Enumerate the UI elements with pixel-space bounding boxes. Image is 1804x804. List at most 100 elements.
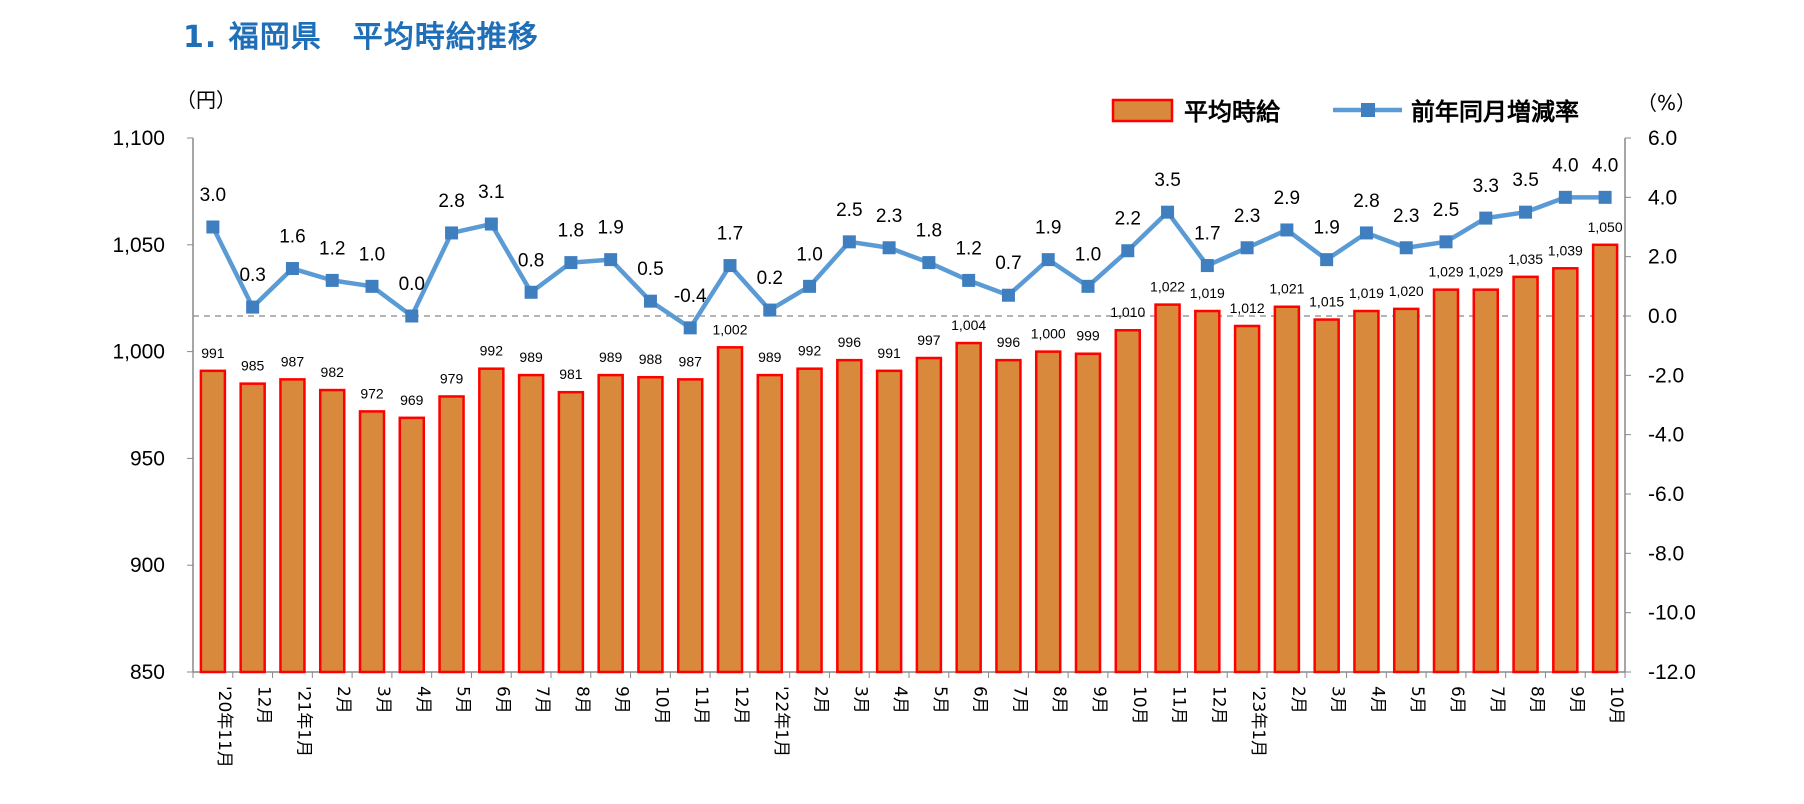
rate-point bbox=[1399, 241, 1413, 255]
rate-point bbox=[1041, 253, 1055, 267]
rate-value-label: 4.0 bbox=[1552, 155, 1578, 176]
right-tick-label: -2.0 bbox=[1648, 364, 1684, 387]
bar-value-label: 981 bbox=[559, 366, 583, 382]
category-label: 3月 bbox=[373, 686, 393, 714]
bar bbox=[1552, 267, 1579, 674]
category-label: '22年1月 bbox=[771, 686, 791, 757]
bar bbox=[1154, 303, 1181, 674]
category-label: 6月 bbox=[970, 686, 990, 714]
rate-series-line bbox=[210, 195, 1606, 331]
bar-value-label: 989 bbox=[758, 349, 782, 365]
bar bbox=[836, 358, 863, 674]
page-title: 1. 福岡県 平均時給推移 bbox=[183, 20, 539, 55]
rate-point bbox=[206, 220, 220, 234]
bar-value-label: 996 bbox=[838, 334, 862, 350]
bar-value-label: 988 bbox=[639, 351, 663, 367]
rate-value-label: 3.3 bbox=[1473, 176, 1499, 197]
rate-point bbox=[723, 259, 737, 273]
bar-value-label: 987 bbox=[679, 353, 703, 369]
legend-bar-swatch bbox=[1111, 98, 1174, 123]
bar bbox=[239, 382, 266, 674]
rate-value-label: 0.3 bbox=[239, 265, 265, 286]
category-label: 4月 bbox=[890, 686, 910, 714]
bar bbox=[1233, 324, 1261, 674]
bar-value-label: 991 bbox=[201, 345, 225, 361]
bar bbox=[676, 378, 704, 674]
category-label: 7月 bbox=[532, 686, 552, 714]
bar-value-label: 1,015 bbox=[1309, 294, 1344, 310]
bar bbox=[438, 395, 465, 674]
rate-point bbox=[365, 279, 379, 293]
rate-point bbox=[1479, 211, 1493, 225]
rate-point bbox=[604, 253, 618, 267]
bar bbox=[557, 390, 585, 674]
category-label: 3月 bbox=[1328, 686, 1348, 714]
category-label: 3月 bbox=[850, 686, 870, 714]
rate-value-label: 1.8 bbox=[558, 221, 584, 242]
left-tick-label: 1,100 bbox=[112, 127, 165, 150]
labels-layer: 991 985 987 982 972 969 979 992 989 981 989 988 987 1… bbox=[200, 155, 1623, 407]
category-label: 10月 bbox=[1606, 686, 1626, 725]
bar bbox=[279, 378, 306, 674]
rate-point bbox=[325, 273, 339, 287]
bar bbox=[1074, 352, 1102, 674]
category-label: 7月 bbox=[1487, 686, 1507, 714]
bar-value-label: 1,004 bbox=[951, 317, 986, 333]
bar bbox=[358, 410, 386, 674]
bar-value-label: 982 bbox=[321, 364, 345, 380]
bar-value-label: 1,000 bbox=[1031, 326, 1066, 342]
rate-value-label: 0.8 bbox=[518, 250, 544, 271]
bar bbox=[1512, 275, 1539, 674]
rate-value-label: 2.8 bbox=[438, 191, 464, 212]
bar bbox=[1432, 288, 1460, 674]
right-axis-unit: （%） bbox=[1637, 91, 1696, 115]
bar bbox=[478, 367, 505, 674]
rate-value-label: 1.8 bbox=[916, 221, 942, 242]
rate-value-label: 1.0 bbox=[796, 244, 822, 265]
category-label: 10月 bbox=[651, 686, 671, 725]
rate-value-label: 0.0 bbox=[399, 274, 425, 295]
bar bbox=[1392, 307, 1420, 674]
legend-line-label: 前年同月増減率 bbox=[1411, 98, 1579, 126]
bar-value-label: 1,029 bbox=[1428, 264, 1463, 280]
category-label: '23年1月 bbox=[1248, 686, 1268, 757]
rate-value-label: 3.1 bbox=[478, 182, 504, 203]
left-tick-label: 1,050 bbox=[112, 234, 165, 257]
rate-point bbox=[1519, 205, 1533, 219]
rate-value-label: -0.4 bbox=[674, 286, 707, 307]
bar-value-label: 996 bbox=[997, 334, 1021, 350]
rate-point bbox=[1240, 241, 1254, 255]
category-label: 2月 bbox=[1288, 686, 1308, 714]
bar bbox=[318, 388, 346, 674]
bar-value-label: 1,010 bbox=[1110, 304, 1145, 320]
axes-layer: 1,100 1,050 1,000 950 900 850 6.0 4.0 2.0 0.0 -2.0… bbox=[112, 88, 1696, 768]
rate-point bbox=[643, 294, 657, 308]
category-label: 9月 bbox=[612, 686, 632, 714]
bar-value-label: 1,039 bbox=[1548, 242, 1583, 258]
rate-value-label: 0.7 bbox=[995, 253, 1021, 274]
bar-value-label: 972 bbox=[360, 385, 384, 401]
bar-value-label: 969 bbox=[400, 392, 424, 408]
bar bbox=[875, 369, 903, 674]
bar bbox=[199, 369, 227, 674]
right-tick-label: 4.0 bbox=[1648, 186, 1677, 209]
rate-value-label: 2.2 bbox=[1115, 209, 1141, 230]
bar bbox=[1591, 243, 1619, 674]
rate-point bbox=[1558, 190, 1572, 204]
rate-point bbox=[1320, 253, 1334, 267]
bar bbox=[716, 346, 744, 674]
category-label: 7月 bbox=[1009, 686, 1029, 714]
category-label: 12月 bbox=[731, 686, 751, 725]
bar-value-label: 985 bbox=[241, 358, 265, 374]
bar-value-label: 1,021 bbox=[1269, 281, 1304, 297]
bar-value-label: 1,020 bbox=[1389, 283, 1424, 299]
bar bbox=[995, 358, 1022, 674]
rate-value-label: 1.7 bbox=[717, 224, 743, 245]
bar bbox=[1273, 305, 1301, 674]
category-label: 5月 bbox=[1407, 686, 1427, 714]
bar bbox=[756, 373, 784, 674]
bar bbox=[796, 367, 823, 674]
rate-value-label: 1.6 bbox=[279, 227, 305, 248]
rate-value-label: 1.0 bbox=[1075, 244, 1101, 265]
rate-point bbox=[564, 256, 578, 270]
